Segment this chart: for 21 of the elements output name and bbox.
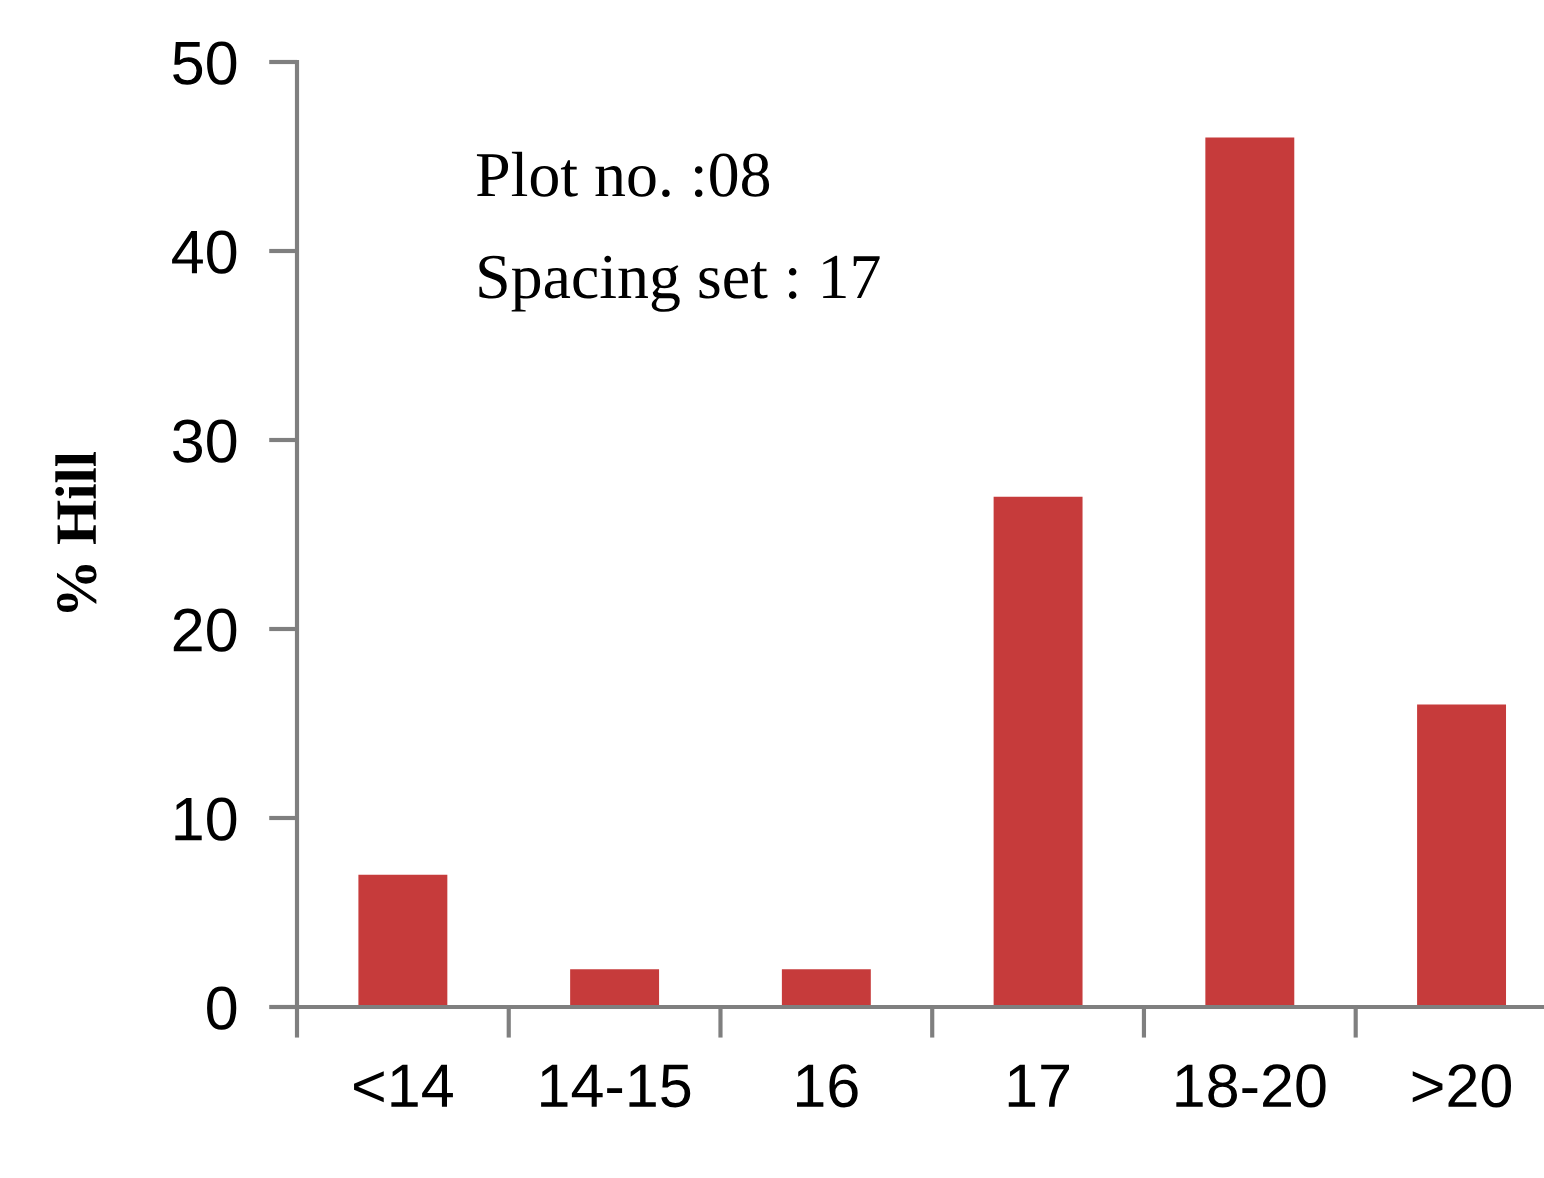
x-tick-label: 16 — [797, 1064, 858, 1108]
y-tick-label: 0 — [207, 986, 237, 1030]
bar — [993, 496, 1083, 1007]
x-tick-label: >20 — [1412, 1064, 1511, 1108]
annotation: Spacing set : 17 — [479, 255, 880, 312]
y-tick-label: 50 — [173, 41, 237, 85]
y-tick-label: 20 — [173, 608, 237, 652]
bar — [781, 969, 871, 1007]
y-axis-title: % Hill — [55, 452, 97, 612]
bar — [358, 874, 448, 1007]
bar — [570, 969, 660, 1007]
x-tick-label: 14-15 — [541, 1064, 691, 1108]
y-tick-label: 40 — [172, 230, 237, 274]
y-tick-label: 10 — [175, 797, 237, 841]
bar — [1417, 704, 1507, 1007]
bar — [1205, 137, 1295, 1007]
x-tick-label: <14 — [354, 1064, 453, 1107]
x-tick-label: 18-20 — [1176, 1064, 1326, 1108]
annotation: Plot no. :08 — [476, 151, 770, 198]
y-tick-label: 30 — [173, 419, 237, 463]
x-tick-label: 17 — [1008, 1064, 1069, 1107]
